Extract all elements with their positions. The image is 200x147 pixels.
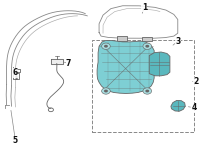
Circle shape	[143, 43, 152, 49]
Circle shape	[145, 45, 149, 48]
Bar	[142, 37, 152, 41]
Circle shape	[145, 90, 149, 92]
Circle shape	[104, 90, 108, 92]
Circle shape	[104, 45, 108, 48]
Polygon shape	[171, 100, 185, 111]
Text: 5: 5	[13, 136, 18, 145]
Circle shape	[143, 88, 152, 94]
Circle shape	[102, 43, 110, 49]
Text: 6: 6	[13, 69, 18, 77]
Bar	[117, 36, 127, 41]
Polygon shape	[149, 52, 170, 76]
Text: 2: 2	[194, 77, 199, 86]
Polygon shape	[51, 59, 63, 64]
Polygon shape	[97, 40, 154, 93]
Text: 4: 4	[192, 103, 197, 112]
Circle shape	[102, 88, 110, 94]
Text: 3: 3	[175, 37, 180, 46]
Text: 1: 1	[142, 3, 147, 12]
Text: 7: 7	[66, 59, 71, 68]
